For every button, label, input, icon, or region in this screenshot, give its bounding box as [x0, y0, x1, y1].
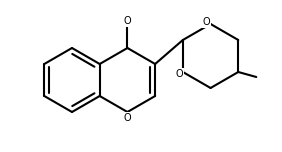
Text: O: O — [124, 16, 131, 26]
Text: O: O — [203, 17, 210, 27]
Text: O: O — [175, 69, 183, 79]
Text: O: O — [124, 113, 131, 123]
